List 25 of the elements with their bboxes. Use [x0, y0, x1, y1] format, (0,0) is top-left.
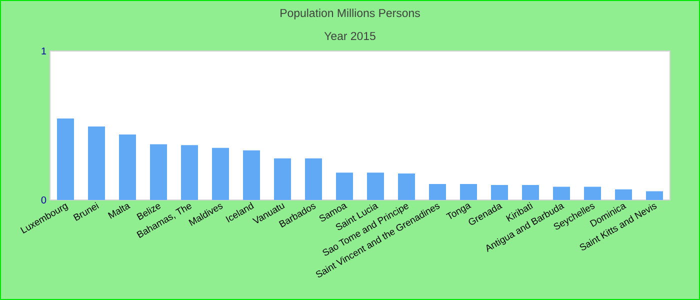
- bar: [336, 172, 354, 200]
- bar: [243, 150, 260, 200]
- bar: [150, 144, 168, 200]
- chart-title: Population Millions Persons: [280, 8, 420, 20]
- bar: [57, 118, 74, 200]
- bar: [429, 184, 446, 200]
- bar: [398, 173, 416, 200]
- bar: [212, 148, 230, 200]
- bar: [367, 172, 384, 200]
- bar: [274, 158, 292, 200]
- bar: [646, 191, 664, 200]
- bar: [522, 184, 540, 200]
- bar: [305, 158, 322, 200]
- bar: [119, 134, 136, 200]
- bar: [553, 186, 570, 200]
- bar: [460, 184, 478, 200]
- bar: [181, 145, 198, 200]
- bar: [615, 189, 632, 200]
- bar: [88, 126, 105, 200]
- bar: [491, 184, 508, 200]
- y-tick-label: 1: [42, 48, 46, 54]
- bar: [584, 186, 602, 200]
- x-tick-label: Malta: [108, 204, 130, 219]
- chart-subtitle: Year 2015: [324, 32, 376, 40]
- y-tick-label: 0: [41, 196, 46, 204]
